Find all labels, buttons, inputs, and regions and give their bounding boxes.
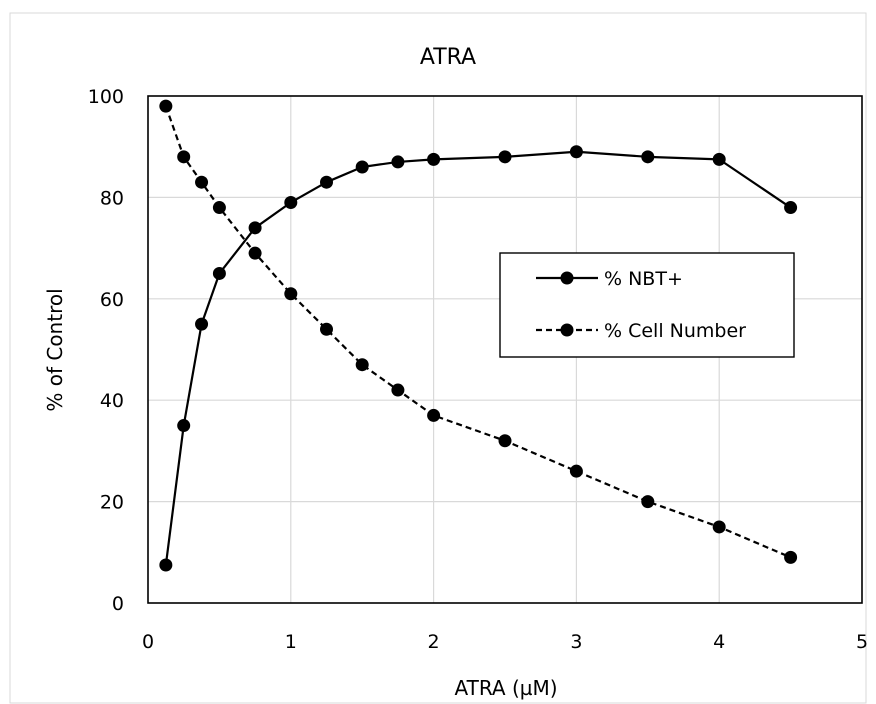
chart-title: ATRA <box>420 45 476 70</box>
data-point <box>712 152 726 166</box>
data-point <box>212 201 226 215</box>
data-point <box>212 266 226 280</box>
y-tick-label: 60 <box>100 289 124 311</box>
data-point <box>177 150 191 164</box>
x-tick-label: 5 <box>856 631 868 653</box>
data-point <box>784 201 798 215</box>
data-point <box>248 246 262 260</box>
x-tick-label: 4 <box>713 631 725 653</box>
data-point <box>320 175 333 189</box>
data-point <box>427 408 441 422</box>
data-point <box>498 150 512 164</box>
chart-area-border <box>9 12 867 704</box>
plot-area-border <box>147 95 863 604</box>
legend-marker-nbt <box>560 271 574 285</box>
series-layer <box>159 99 798 572</box>
legend-label-nbt: % NBT+ <box>604 268 683 290</box>
series-line-1 <box>164 105 792 559</box>
data-point <box>177 419 191 433</box>
data-point <box>248 221 262 235</box>
legend-box <box>499 252 795 358</box>
data-point <box>641 495 655 509</box>
data-point <box>391 383 405 397</box>
data-point <box>712 520 726 534</box>
data-point <box>569 464 583 478</box>
y-tick-label: 20 <box>100 492 124 514</box>
legend-marker-cell-number <box>560 323 574 337</box>
x-tick-label: 2 <box>428 631 440 653</box>
data-point <box>784 550 798 564</box>
legend: % NBT+ % Cell Number <box>499 252 795 358</box>
data-point <box>159 99 173 113</box>
y-tick-label: 40 <box>100 390 124 412</box>
data-point <box>284 195 298 209</box>
y-tick-label: 0 <box>112 593 124 615</box>
x-tick-label: 1 <box>285 631 297 653</box>
data-point <box>641 150 655 164</box>
data-point <box>355 160 369 174</box>
x-axis-title: ATRA (µM) <box>454 676 557 700</box>
x-tick-label: 3 <box>570 631 582 653</box>
y-tick-label: 100 <box>88 86 124 108</box>
data-point <box>498 434 512 448</box>
tick-labels: 0 1 2 3 4 5 0 20 40 60 80 100 <box>88 86 868 653</box>
data-point <box>159 558 173 572</box>
data-point <box>427 152 441 166</box>
y-axis-title: % of Control <box>43 288 67 411</box>
data-point <box>195 175 209 189</box>
legend-label-cell-number: % Cell Number <box>604 320 746 342</box>
y-tick-label: 80 <box>100 187 124 209</box>
data-point <box>284 287 298 301</box>
data-point <box>569 145 583 159</box>
x-tick-label: 0 <box>142 631 154 653</box>
data-point <box>320 322 333 336</box>
data-point <box>391 155 405 169</box>
data-point <box>355 358 369 372</box>
data-point <box>195 317 209 331</box>
